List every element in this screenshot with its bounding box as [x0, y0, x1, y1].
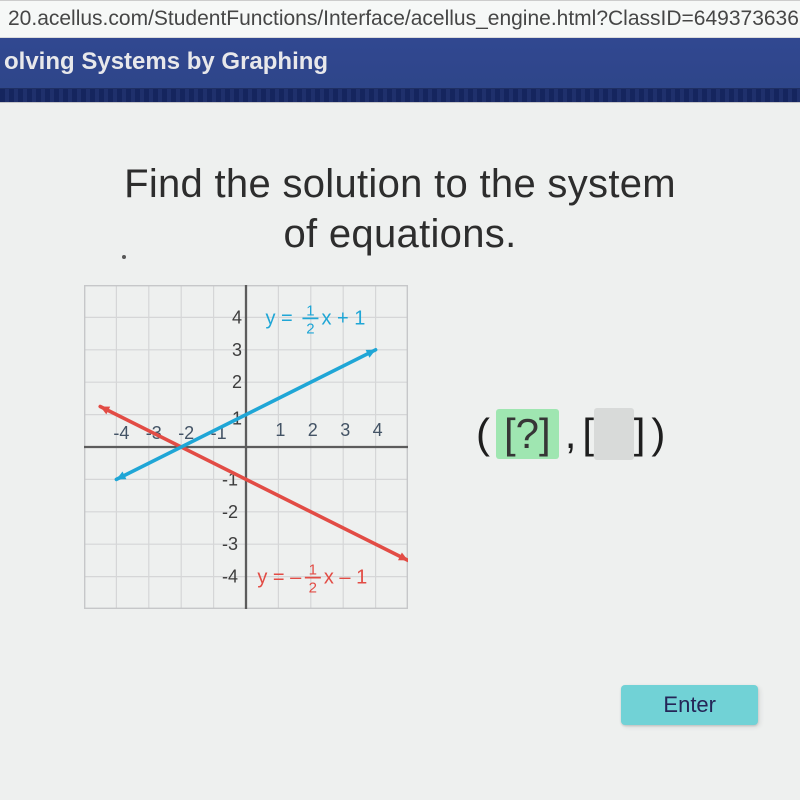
bracket-close: ] [634, 410, 646, 457]
svg-text:2: 2 [232, 372, 242, 392]
svg-text:y =: y = [265, 307, 292, 329]
svg-text:y = –: y = – [257, 567, 302, 589]
coordinate-graph: -4-3-2-11234432-1-2-3-41y = 12x + 1y = –… [84, 285, 408, 609]
slot-y-blank[interactable] [594, 408, 634, 460]
paren-open: ( [476, 410, 490, 458]
comma: , [565, 410, 577, 458]
graph-container: -4-3-2-11234432-1-2-3-41y = 12x + 1y = –… [84, 285, 408, 609]
answer-slot-x[interactable]: [?] [496, 409, 559, 459]
decorative-dot [122, 255, 126, 259]
paren-close: ) [651, 410, 665, 458]
svg-text:-3: -3 [222, 534, 238, 554]
svg-text:x – 1: x – 1 [324, 567, 367, 589]
question-text: Find the solution to the system of equat… [50, 159, 750, 259]
bracket-open: [ [582, 410, 594, 457]
enter-button[interactable]: Enter [621, 685, 758, 725]
svg-text:4: 4 [232, 307, 242, 327]
content-area: Find the solution to the system of equat… [0, 103, 800, 609]
answer-template: ( [?] , [ ] ) [476, 408, 665, 460]
topic-header: olving Systems by Graphing [0, 38, 800, 89]
svg-text:2: 2 [308, 420, 318, 440]
url-bar[interactable]: 20.acellus.com/StudentFunctions/Interfac… [0, 0, 800, 38]
question-line-2: of equations. [284, 212, 517, 256]
svg-text:3: 3 [232, 340, 242, 360]
svg-text:2: 2 [309, 580, 317, 597]
svg-text:1: 1 [306, 302, 314, 319]
svg-text:-2: -2 [222, 502, 238, 522]
decorative-wave [0, 89, 800, 103]
question-line-1: Find the solution to the system [124, 162, 676, 206]
svg-text:2: 2 [306, 320, 314, 337]
svg-text:1: 1 [275, 420, 285, 440]
answer-slot-y[interactable]: [ ] [582, 408, 645, 460]
svg-text:1: 1 [309, 562, 317, 579]
svg-text:4: 4 [373, 420, 383, 440]
svg-text:-4: -4 [222, 567, 238, 587]
svg-text:-4: -4 [113, 423, 129, 443]
svg-text:x + 1: x + 1 [321, 307, 365, 329]
svg-text:3: 3 [340, 420, 350, 440]
